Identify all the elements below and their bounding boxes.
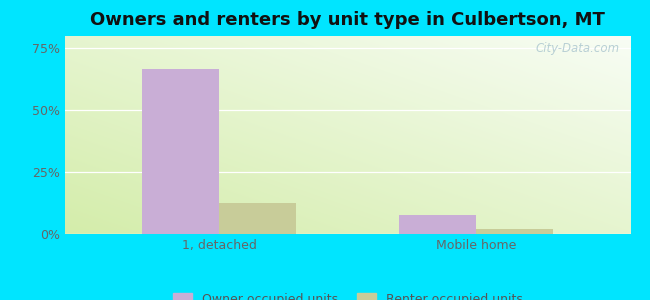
Legend: Owner occupied units, Renter occupied units: Owner occupied units, Renter occupied un… — [168, 288, 527, 300]
Bar — [399, 215, 476, 234]
Text: City-Data.com: City-Data.com — [535, 42, 619, 55]
Bar — [476, 229, 553, 234]
Title: Owners and renters by unit type in Culbertson, MT: Owners and renters by unit type in Culbe… — [90, 11, 605, 29]
Bar — [219, 203, 296, 234]
Bar — [142, 69, 219, 234]
